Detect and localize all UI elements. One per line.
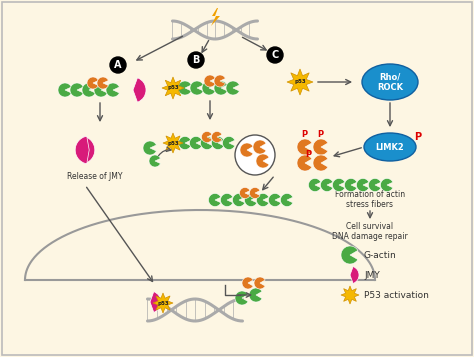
Wedge shape — [242, 277, 253, 289]
Circle shape — [188, 52, 204, 68]
Text: B: B — [192, 55, 200, 65]
Wedge shape — [214, 81, 228, 95]
Text: P53 activation: P53 activation — [364, 291, 429, 300]
Text: p53: p53 — [157, 301, 169, 306]
Wedge shape — [297, 139, 312, 155]
Wedge shape — [309, 178, 321, 191]
Wedge shape — [256, 193, 269, 206]
Wedge shape — [143, 141, 156, 155]
Wedge shape — [202, 81, 215, 95]
Polygon shape — [163, 133, 183, 153]
Wedge shape — [254, 277, 265, 289]
Wedge shape — [211, 136, 224, 150]
Wedge shape — [233, 193, 245, 206]
Wedge shape — [201, 136, 213, 150]
Wedge shape — [97, 77, 109, 89]
Wedge shape — [178, 81, 191, 95]
Wedge shape — [211, 131, 222, 142]
Polygon shape — [211, 8, 220, 26]
Wedge shape — [94, 83, 107, 97]
Wedge shape — [190, 81, 203, 95]
Wedge shape — [313, 139, 328, 155]
Ellipse shape — [364, 133, 416, 161]
Wedge shape — [253, 140, 266, 154]
Text: P: P — [414, 132, 421, 142]
Text: p53: p53 — [167, 141, 179, 146]
Wedge shape — [249, 187, 260, 198]
Text: Formation of actin
stress fibers: Formation of actin stress fibers — [335, 190, 405, 210]
Wedge shape — [81, 136, 95, 164]
Wedge shape — [281, 193, 293, 206]
Wedge shape — [204, 75, 216, 87]
Wedge shape — [240, 143, 253, 157]
Wedge shape — [268, 193, 281, 206]
Polygon shape — [153, 293, 173, 313]
Text: Cell survival
DNA damage repair: Cell survival DNA damage repair — [332, 222, 408, 241]
Wedge shape — [368, 178, 381, 191]
Wedge shape — [190, 136, 202, 150]
Wedge shape — [201, 131, 212, 142]
Wedge shape — [220, 193, 233, 206]
Ellipse shape — [362, 64, 418, 100]
Wedge shape — [214, 75, 226, 87]
Wedge shape — [149, 155, 160, 167]
Text: A: A — [114, 60, 122, 70]
Wedge shape — [345, 178, 357, 191]
Wedge shape — [150, 292, 161, 312]
Wedge shape — [256, 154, 269, 168]
Circle shape — [235, 135, 275, 175]
Circle shape — [267, 47, 283, 63]
Text: G-actin: G-actin — [364, 251, 397, 260]
Wedge shape — [106, 83, 119, 97]
Wedge shape — [297, 155, 312, 171]
Wedge shape — [245, 193, 257, 206]
Wedge shape — [313, 155, 328, 171]
Text: P: P — [301, 130, 307, 139]
Text: p53: p53 — [167, 85, 179, 91]
Wedge shape — [235, 291, 248, 305]
Wedge shape — [87, 77, 99, 89]
Polygon shape — [287, 69, 313, 95]
Wedge shape — [226, 81, 239, 95]
Wedge shape — [332, 178, 345, 191]
Wedge shape — [239, 187, 250, 198]
Wedge shape — [381, 178, 393, 191]
Wedge shape — [179, 136, 191, 150]
Text: P: P — [317, 130, 323, 139]
Wedge shape — [320, 178, 333, 191]
Wedge shape — [133, 78, 146, 102]
Text: LIMK2: LIMK2 — [375, 142, 404, 151]
Wedge shape — [249, 288, 262, 302]
Text: Release of JMY: Release of JMY — [67, 172, 123, 181]
Text: p53: p53 — [294, 80, 306, 85]
Text: Rho/
ROCK: Rho/ ROCK — [377, 72, 403, 92]
Wedge shape — [58, 83, 72, 97]
Polygon shape — [341, 286, 359, 304]
Wedge shape — [350, 267, 359, 283]
Wedge shape — [341, 246, 358, 264]
Text: P: P — [305, 150, 311, 159]
Wedge shape — [70, 83, 83, 97]
Wedge shape — [356, 178, 369, 191]
Text: JMY: JMY — [364, 271, 380, 280]
Wedge shape — [75, 136, 89, 164]
Wedge shape — [209, 193, 221, 206]
Text: C: C — [272, 50, 279, 60]
Circle shape — [110, 57, 126, 73]
Wedge shape — [82, 83, 95, 97]
Polygon shape — [162, 77, 184, 99]
Wedge shape — [222, 136, 235, 150]
